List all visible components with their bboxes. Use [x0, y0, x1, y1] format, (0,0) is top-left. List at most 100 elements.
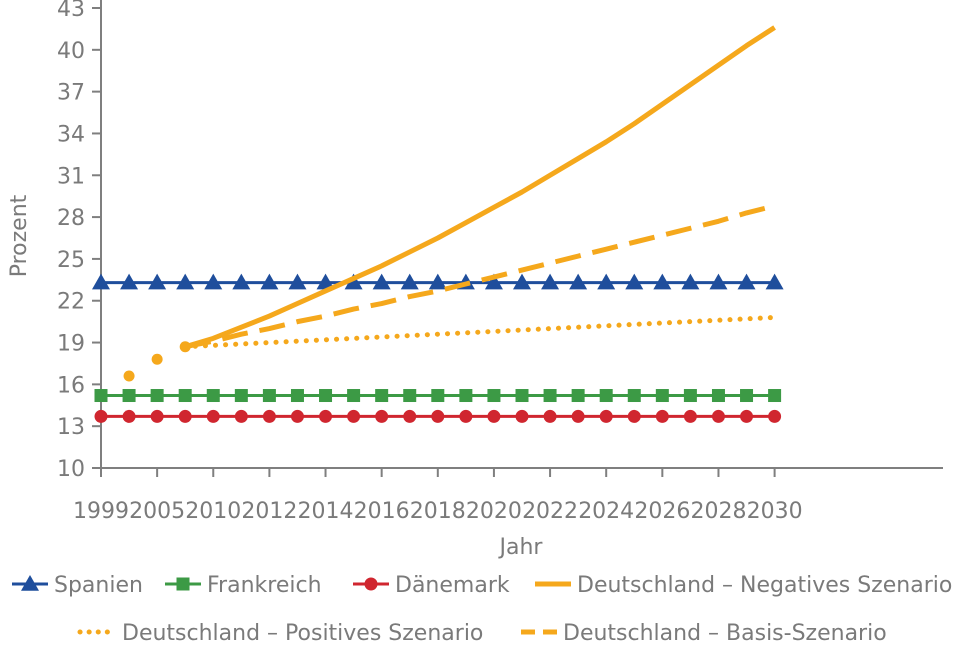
legend-item: Deutschland – Negatives Szenario — [535, 573, 952, 598]
legend-item: Dänemark — [353, 573, 510, 598]
data-point — [375, 409, 389, 423]
data-point — [344, 273, 363, 290]
data-point — [94, 389, 108, 403]
data-point — [260, 273, 279, 290]
data-point — [120, 273, 139, 290]
data-point — [178, 409, 192, 423]
x-tick-label: 2012 — [241, 499, 297, 524]
data-point — [204, 273, 223, 290]
data-point — [541, 273, 560, 290]
data-point — [543, 389, 557, 403]
y-tick-label: 31 — [57, 164, 85, 189]
x-tick-label: 2016 — [354, 499, 410, 524]
data-point — [711, 389, 725, 403]
x-axis-title: Jahr — [498, 535, 544, 560]
data-point — [290, 389, 304, 403]
data-point — [148, 273, 167, 290]
legend-swatch-marker — [21, 575, 39, 591]
data-point — [347, 389, 361, 403]
data-point — [459, 409, 473, 423]
series-line — [182, 314, 778, 350]
data-point — [206, 389, 220, 403]
legend-swatch-marker — [176, 577, 190, 591]
data-point — [683, 389, 697, 403]
data-point — [122, 389, 136, 403]
data-point — [599, 389, 613, 403]
x-tick-label: 2005 — [129, 499, 185, 524]
data-point — [571, 409, 585, 423]
data-point — [571, 389, 585, 403]
data-point — [487, 409, 501, 423]
y-tick-label: 19 — [57, 332, 85, 357]
data-point — [319, 409, 333, 423]
data-point — [683, 409, 697, 423]
data-point — [737, 273, 756, 290]
data-point — [428, 273, 447, 290]
series-spanien-solid-marker — [92, 273, 784, 290]
legend-swatch-marker — [364, 577, 378, 591]
data-point — [403, 409, 417, 423]
y-tick-label: 37 — [57, 81, 85, 106]
x-tick-label: 1999 — [73, 499, 129, 524]
y-tick-label: 25 — [57, 248, 85, 273]
data-point — [150, 389, 164, 403]
data-point — [484, 273, 503, 290]
x-tick-label: 2014 — [298, 499, 354, 524]
data-point — [768, 409, 782, 423]
data-point — [151, 353, 163, 365]
series-line — [184, 25, 776, 350]
y-axis-title: Prozent — [7, 194, 32, 277]
data-point — [515, 409, 529, 423]
data-point — [487, 389, 501, 403]
data-point — [92, 273, 110, 290]
data-point — [597, 273, 616, 290]
data-point — [740, 409, 754, 423]
x-tick-label: 2020 — [466, 499, 522, 524]
legend-item: Frankreich — [165, 573, 322, 598]
data-point — [372, 273, 391, 290]
x-tick-label: 2028 — [690, 499, 746, 524]
data-point — [569, 273, 588, 290]
x-tick-label: 2022 — [522, 499, 578, 524]
data-point — [513, 273, 531, 290]
data-point — [262, 409, 276, 423]
data-point — [627, 409, 641, 423]
data-point — [206, 409, 220, 423]
legend-label: Dänemark — [395, 573, 510, 598]
plot-area — [92, 25, 784, 423]
data-point — [599, 409, 613, 423]
y-tick-label: 40 — [57, 39, 85, 64]
data-point — [176, 273, 195, 290]
y-tick-label: 13 — [57, 415, 85, 440]
data-point — [681, 273, 700, 290]
data-point — [711, 409, 725, 423]
legend: Spanien Frankreich Dänemark Deutschland – N… — [12, 573, 952, 646]
series-deutschland-solid — [184, 25, 776, 350]
legend-label: Deutschland – Negatives Szenario — [577, 573, 952, 598]
data-point — [515, 389, 529, 403]
data-point — [262, 389, 276, 403]
legend-item: Deutschland – Positives Szenario — [77, 621, 483, 646]
data-point — [234, 389, 248, 403]
data-point — [431, 409, 445, 423]
legend-label: Deutschland – Basis-Szenario — [563, 621, 887, 646]
legend-label: Deutschland – Positives Szenario — [122, 621, 483, 646]
data-point — [653, 273, 672, 290]
data-point — [400, 273, 419, 290]
data-point — [150, 409, 164, 423]
y-tick-label: 10 — [57, 457, 85, 482]
data-point — [403, 389, 417, 403]
y-tick-label: 43 — [57, 0, 85, 22]
data-point — [655, 389, 669, 403]
legend-label: Spanien — [54, 573, 143, 598]
x-tick-label: 2018 — [410, 499, 466, 524]
data-point — [319, 389, 333, 403]
data-point — [709, 273, 728, 290]
x-tick-label: 2010 — [185, 499, 241, 524]
data-point — [234, 409, 248, 423]
data-point — [316, 273, 335, 290]
legend-item: Deutschland – Basis-Szenario — [521, 621, 887, 646]
data-point — [288, 273, 307, 290]
data-point — [375, 389, 389, 403]
data-point — [627, 389, 641, 403]
